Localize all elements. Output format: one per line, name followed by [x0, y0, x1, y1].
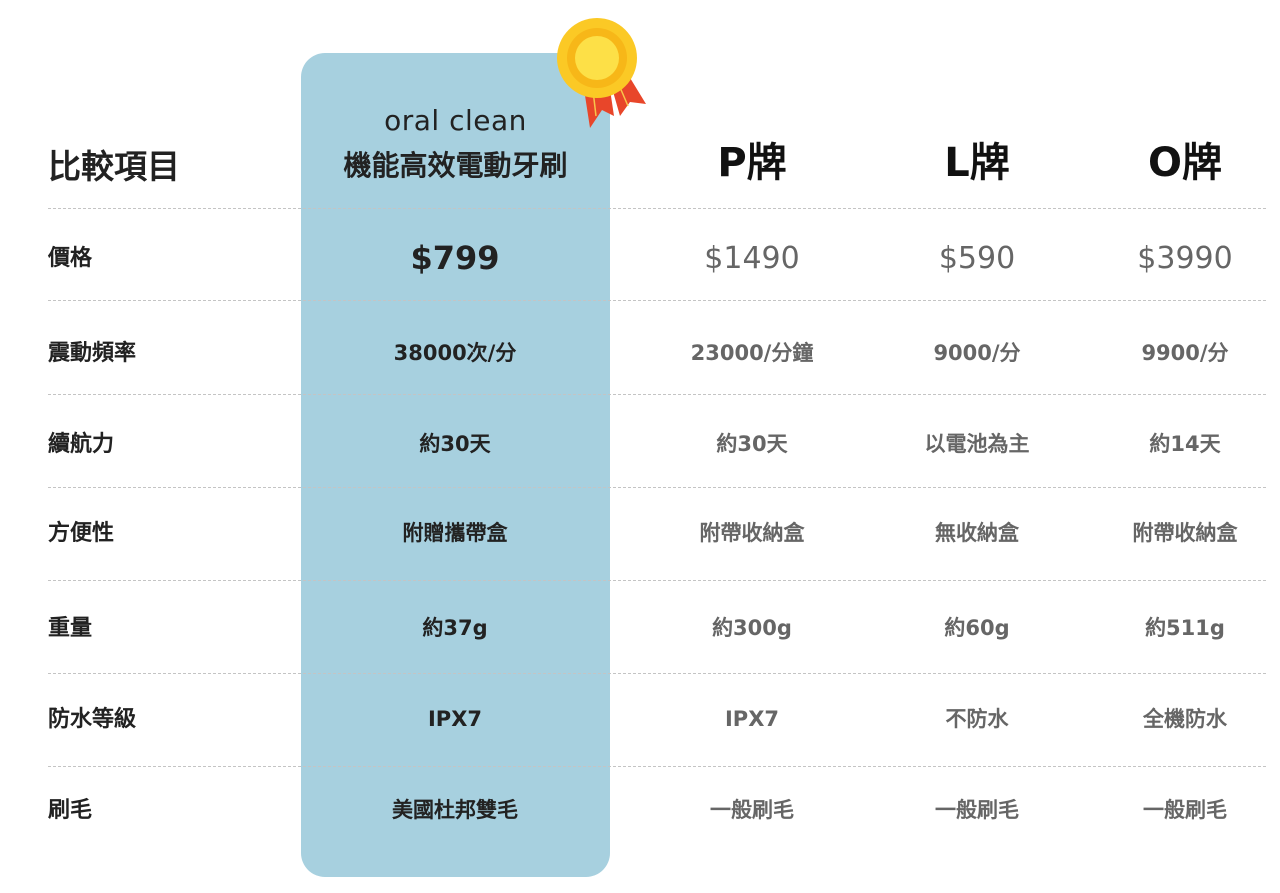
- table-row: 重量 約37g 約300g 約60g 約511g: [0, 582, 1280, 675]
- row-label: 防水等級: [48, 707, 137, 732]
- row-value: 約60g: [944, 616, 1010, 640]
- table-row: 方便性 附贈攜帶盒 附帶收納盒 無收納盒 附帶收納盒: [0, 487, 1280, 580]
- row-label: 方便性: [48, 521, 115, 546]
- divider: [48, 394, 1266, 395]
- featured-column: [301, 53, 610, 877]
- row-value: 23000/分鐘: [690, 341, 814, 365]
- row-value: 約37g: [422, 616, 488, 640]
- row-value: 38000次/分: [393, 341, 517, 365]
- row-value: 一般刷毛: [1143, 798, 1227, 822]
- row-value: 一般刷毛: [710, 798, 794, 822]
- row-value: 約300g: [712, 616, 792, 640]
- table-row: 防水等級 IPX7 IPX7 不防水 全機防水: [0, 673, 1280, 766]
- row-value: IPX7: [724, 707, 779, 731]
- row-value: 一般刷毛: [935, 798, 1019, 822]
- table-row: 價格 $799 $1490 $590 $3990: [0, 212, 1280, 305]
- row-value: 約30天: [716, 432, 788, 456]
- featured-product-name: 機能高效電動牙刷: [343, 149, 568, 182]
- table-row: 震動頻率 38000次/分 23000/分鐘 9000/分 9900/分: [0, 307, 1280, 400]
- divider: [48, 673, 1266, 674]
- row-value: 全機防水: [1143, 707, 1227, 731]
- featured-brand: oral clean: [384, 104, 527, 137]
- divider: [48, 766, 1266, 767]
- divider: [48, 208, 1266, 209]
- row-label: 續航力: [48, 432, 115, 457]
- row-label: 震動頻率: [48, 341, 137, 366]
- row-label: 刷毛: [48, 798, 93, 823]
- table-row: 刷毛 美國杜邦雙毛 一般刷毛 一般刷毛 一般刷毛: [0, 764, 1280, 857]
- competitor-o: O牌: [1147, 140, 1222, 186]
- row-value: 約511g: [1145, 616, 1225, 640]
- row-value: $3990: [1137, 241, 1233, 276]
- row-label: 價格: [48, 246, 93, 271]
- competitor-l: L牌: [944, 140, 1010, 186]
- row-value: 美國杜邦雙毛: [392, 798, 518, 822]
- row-label: 重量: [48, 616, 93, 641]
- row-value: 約14天: [1149, 432, 1221, 456]
- row-value: 附帶收納盒: [699, 521, 805, 545]
- row-value: IPX7: [427, 707, 482, 731]
- row-value: 附帶收納盒: [1132, 521, 1238, 545]
- divider: [48, 300, 1266, 301]
- row-value: 9900/分: [1141, 341, 1229, 365]
- row-value: 不防水: [945, 707, 1009, 731]
- competitor-p: P牌: [717, 140, 787, 186]
- table-row: 續航力 約30天 約30天 以電池為主 約14天: [0, 398, 1280, 491]
- row-value: $1490: [704, 241, 800, 276]
- divider: [48, 580, 1266, 581]
- award-medal-icon: [557, 18, 646, 128]
- comparison-header-label: 比較項目: [48, 147, 180, 186]
- row-value: 9000/分: [933, 341, 1021, 365]
- row-value: 附贈攜帶盒: [402, 521, 508, 545]
- row-value: 以電池為主: [924, 432, 1030, 456]
- row-value: $590: [938, 241, 1016, 276]
- row-value: $799: [410, 239, 500, 277]
- row-value: 約30天: [419, 432, 491, 456]
- row-value: 無收納盒: [935, 521, 1019, 545]
- divider: [48, 487, 1266, 488]
